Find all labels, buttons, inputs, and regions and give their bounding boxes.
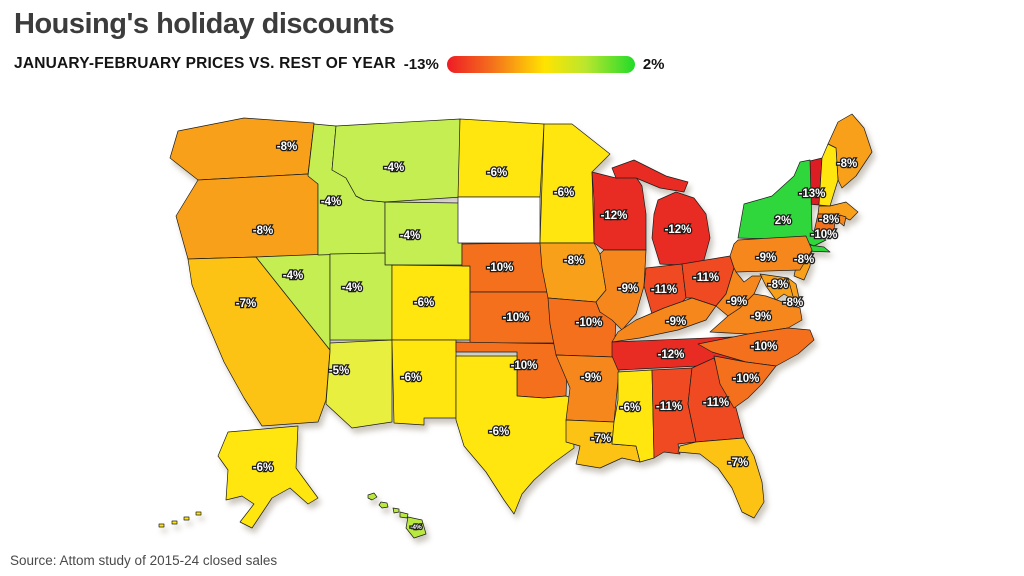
state-WY xyxy=(384,201,463,266)
state-label-NV: -4% xyxy=(283,270,303,282)
state-label-NY: 2% xyxy=(775,215,792,227)
state-FL xyxy=(677,437,765,519)
legend-gradient-bar xyxy=(446,55,635,73)
state-label-OK: -10% xyxy=(511,360,538,372)
state-label-MA: -8% xyxy=(819,214,839,226)
state-label-AR: -9% xyxy=(581,372,601,384)
state-label-VT: -13% xyxy=(799,188,826,200)
state-RI xyxy=(838,214,847,227)
state-label-WA: -8% xyxy=(277,141,297,153)
state-label-AL: -11% xyxy=(656,401,682,413)
state-label-ME: -8% xyxy=(837,158,857,170)
state-label-SC: -10% xyxy=(733,373,760,385)
legend: JANUARY-FEBRUARY PRICES VS. REST OF YEAR… xyxy=(14,55,1014,73)
state-label-TN: -12% xyxy=(658,349,685,361)
state-label-IL: -9% xyxy=(618,283,638,295)
state-UT xyxy=(329,252,393,341)
state-label-NJ: -8% xyxy=(794,254,814,266)
state-NM xyxy=(391,339,457,426)
state-IA xyxy=(539,242,607,303)
state-label-MT: -4% xyxy=(384,162,404,174)
state-label-AZ: -5% xyxy=(329,365,349,377)
subtitle: JANUARY-FEBRUARY PRICES VS. REST OF YEAR xyxy=(14,55,396,72)
state-NH xyxy=(818,143,839,207)
state-label-KY: -9% xyxy=(666,316,686,328)
state-value-labels: -8% -8% -7% -4% -4% -4% -4% -4% -5% -6% -6% -6% -10%… xyxy=(234,140,858,533)
state-label-WY: -4% xyxy=(400,230,420,242)
states-layer xyxy=(158,113,873,539)
page-title: Housing's holiday discounts xyxy=(14,8,395,40)
state-label-NM: -6% xyxy=(401,372,421,384)
state-label-MO: -10% xyxy=(576,317,603,329)
state-NC xyxy=(697,327,815,367)
state-CT xyxy=(813,213,837,233)
state-OR xyxy=(175,173,319,260)
legend-min-label: -13% xyxy=(403,55,439,73)
state-label-CO: -6% xyxy=(414,297,434,309)
legend-max-label: 2% xyxy=(642,55,665,73)
state-IL xyxy=(595,249,647,331)
state-label-AK: -6% xyxy=(253,462,273,474)
state-label-WV: -9% xyxy=(727,296,747,308)
state-AZ xyxy=(325,339,393,429)
state-label-OH: -11% xyxy=(693,272,719,284)
state-label-HI: -4% xyxy=(410,524,422,531)
header: Housing's holiday discounts JANUARY-FEBR… xyxy=(14,8,1014,73)
state-MD xyxy=(759,273,795,301)
state-label-GA: -11% xyxy=(703,397,729,409)
state-label-MI: -12% xyxy=(665,224,692,236)
state-SD xyxy=(457,196,541,244)
source-note: Source: Attom study of 2015-24 closed sa… xyxy=(10,553,278,568)
state-HI xyxy=(367,492,427,539)
state-label-IN: -11% xyxy=(651,284,677,296)
state-label-VA: -9% xyxy=(751,311,771,323)
state-label-CT: -10% xyxy=(811,229,838,241)
state-TX xyxy=(455,355,575,515)
state-AK xyxy=(158,425,319,529)
state-label-DE: -8% xyxy=(783,297,803,309)
state-label-NE: -10% xyxy=(487,262,514,274)
state-label-WI: -12% xyxy=(601,210,628,222)
state-label-CA: -7% xyxy=(236,298,256,310)
state-label-NC: -10% xyxy=(751,341,778,353)
state-KY xyxy=(611,297,717,343)
state-label-FL: -7% xyxy=(728,457,748,469)
state-label-UT: -4% xyxy=(342,282,362,294)
state-label-ND: -6% xyxy=(487,167,507,179)
state-label-PA: -9% xyxy=(756,252,776,264)
state-SC xyxy=(713,355,777,409)
state-label-ID: -4% xyxy=(321,196,341,208)
state-label-OR: -8% xyxy=(253,225,273,237)
state-label-LA: -7% xyxy=(591,433,611,445)
state-label-KS: -10% xyxy=(503,312,530,324)
state-label-MD: -8% xyxy=(768,279,788,291)
state-label-IA: -8% xyxy=(564,255,584,267)
state-label-MN: -6% xyxy=(554,187,574,199)
state-label-TX: -6% xyxy=(489,426,509,438)
state-label-MS: -6% xyxy=(620,402,640,414)
state-ND xyxy=(457,118,545,198)
